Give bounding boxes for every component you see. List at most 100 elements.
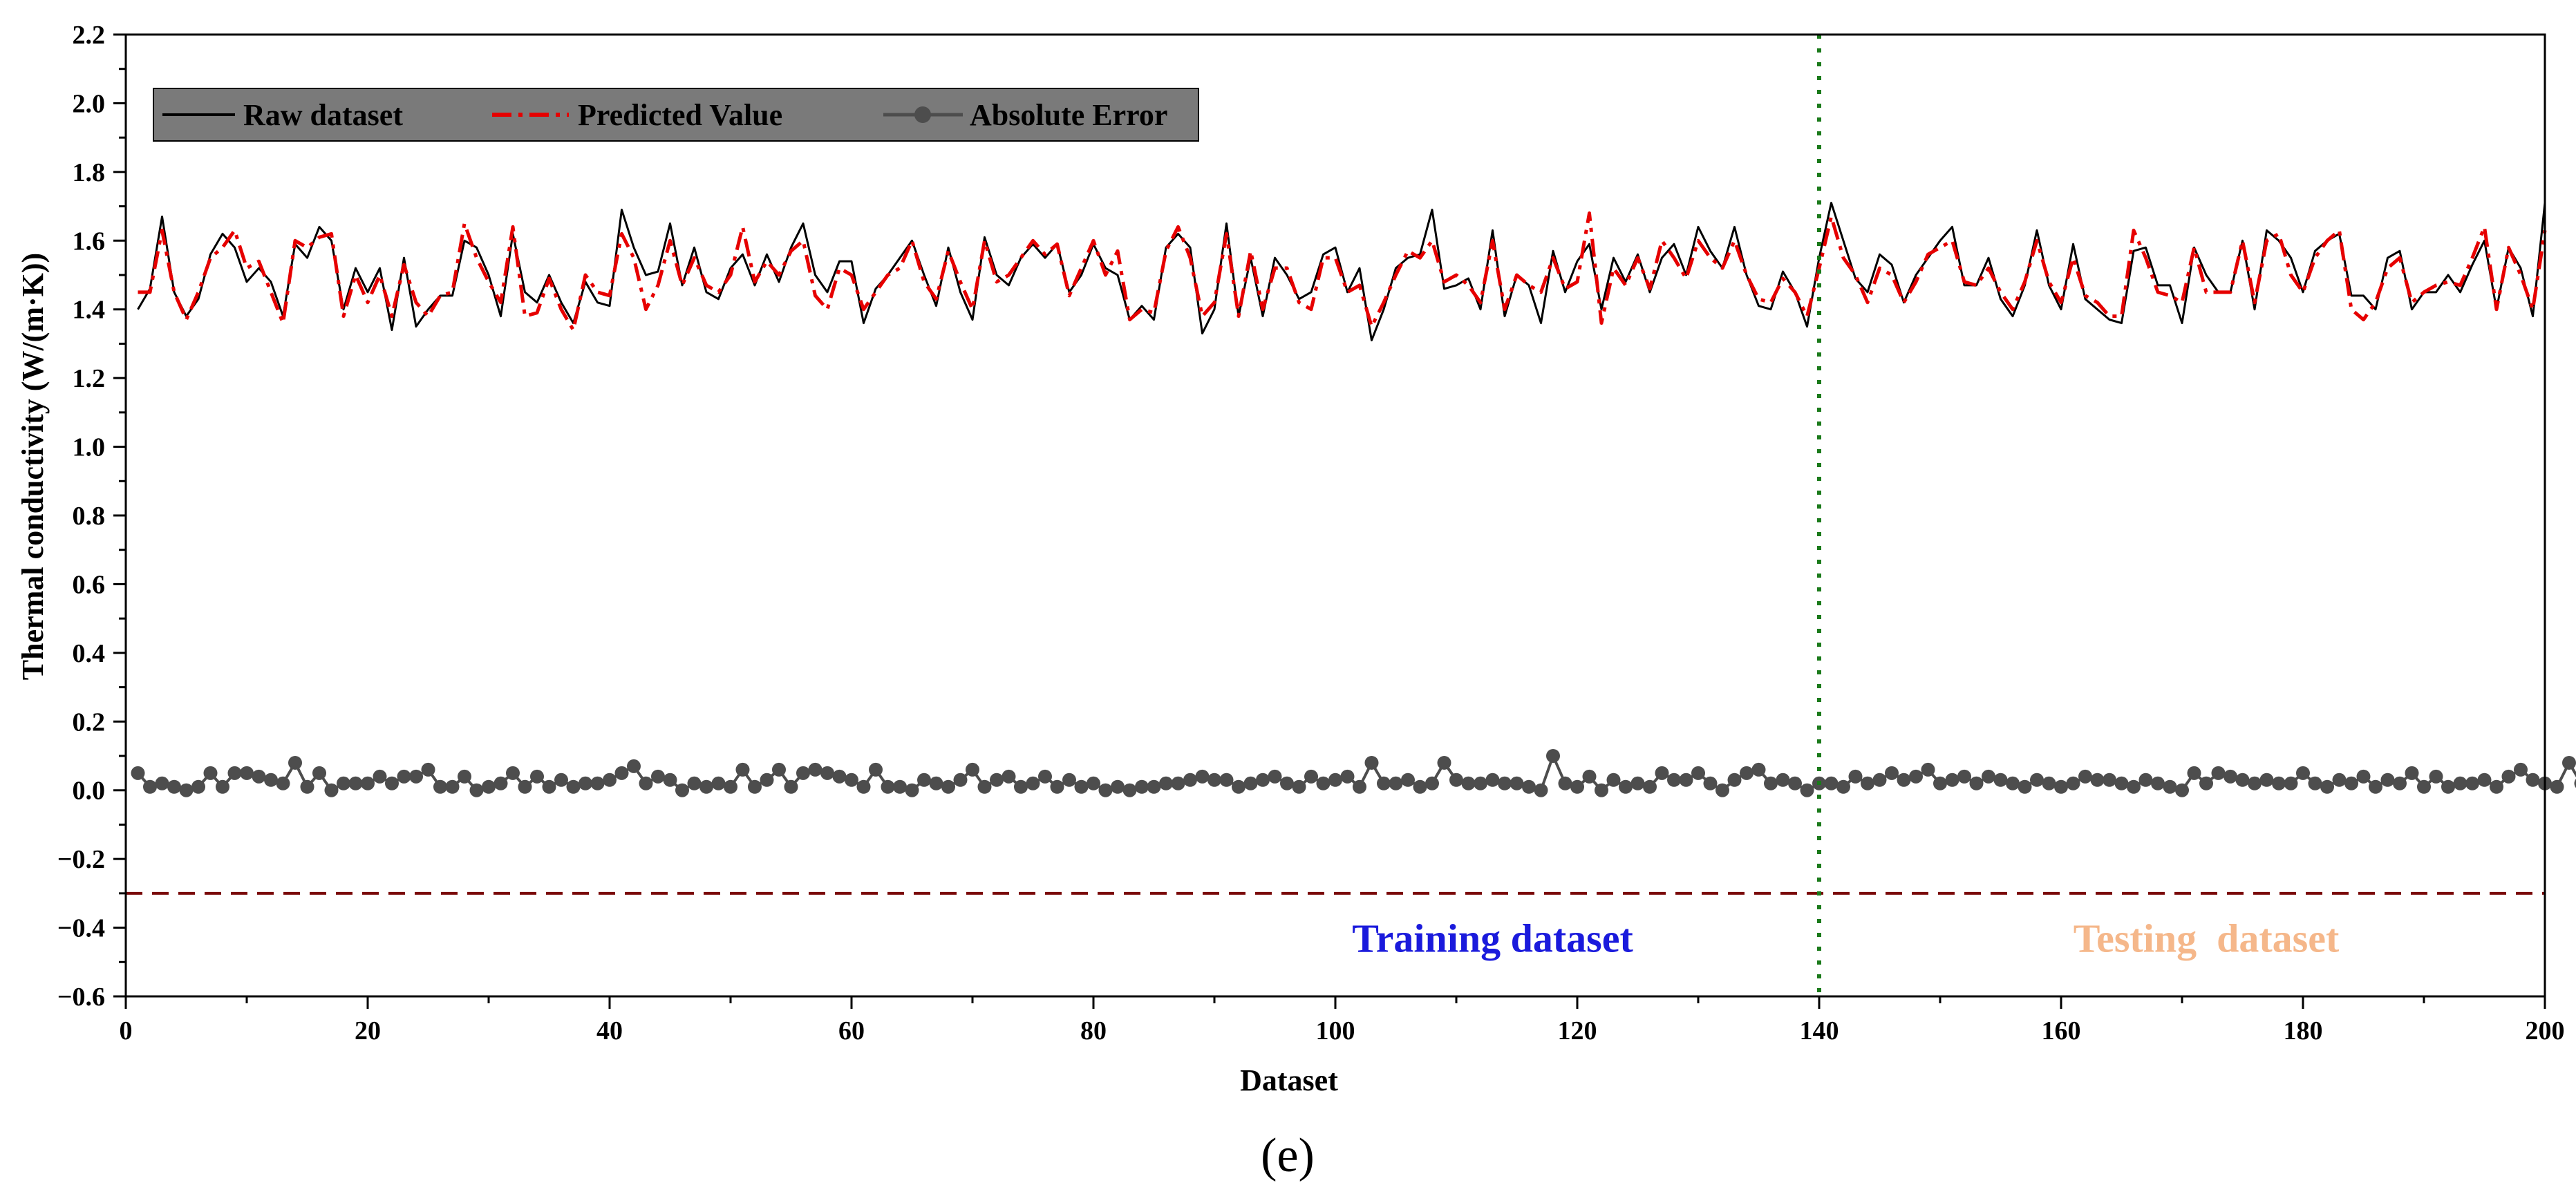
absolute-error-point xyxy=(2042,776,2056,790)
absolute-error-point xyxy=(760,773,774,787)
absolute-error-point xyxy=(2562,755,2576,770)
absolute-error-point xyxy=(445,779,460,794)
absolute-error-point xyxy=(2175,783,2189,797)
y-tick-label: 0.6 xyxy=(73,570,106,599)
y-tick-label: −0.4 xyxy=(57,914,105,943)
absolute-error-point xyxy=(348,776,363,790)
absolute-error-point xyxy=(1087,776,1100,790)
absolute-error-point xyxy=(252,769,266,784)
absolute-error-point xyxy=(2465,776,2479,790)
absolute-error-point xyxy=(1377,776,1391,790)
absolute-error-point xyxy=(1619,779,1633,794)
x-tick-label: 120 xyxy=(1558,1016,1597,1045)
absolute-error-point xyxy=(869,762,883,777)
absolute-error-point xyxy=(1957,769,1971,784)
absolute-error-point xyxy=(1328,773,1342,787)
absolute-error-point xyxy=(1243,776,1258,790)
absolute-error-point xyxy=(2103,773,2116,787)
axes-layer: 0 20 40 60 80 100 120 140 160 180 200 −0.6 −0.4 −0.2 0… xyxy=(57,21,2565,1045)
absolute-error-point xyxy=(845,773,858,787)
absolute-error-point xyxy=(2090,773,2105,787)
absolute-error-point xyxy=(579,776,592,790)
absolute-error-point xyxy=(2138,773,2153,787)
absolute-error-point xyxy=(1316,776,1331,790)
absolute-error-point xyxy=(1207,773,1221,787)
absolute-error-point xyxy=(1074,779,1089,794)
y-axis-title: Thermal conductivity (W/(m·K)) xyxy=(16,253,50,680)
absolute-error-point xyxy=(131,766,145,780)
legend-marker-absolute-error xyxy=(914,106,931,123)
absolute-error-point xyxy=(808,762,822,777)
absolute-error-point xyxy=(1485,773,1500,787)
absolute-error-point xyxy=(2211,766,2226,780)
absolute-error-point xyxy=(1595,783,1608,797)
y-tick-label: 1.6 xyxy=(73,227,106,256)
absolute-error-point xyxy=(1643,779,1657,794)
absolute-error-point xyxy=(2054,779,2068,794)
x-tick-label: 40 xyxy=(596,1016,623,1045)
absolute-error-point xyxy=(1449,773,1463,787)
absolute-error-point xyxy=(1292,779,1306,794)
absolute-error-point xyxy=(530,769,544,784)
absolute-error-point xyxy=(1122,783,1137,797)
absolute-error-point xyxy=(1667,773,1681,787)
absolute-error-point xyxy=(2284,776,2298,790)
absolute-error-point xyxy=(2380,773,2395,787)
absolute-error-point xyxy=(1425,776,1439,790)
absolute-error-point xyxy=(1401,773,1415,787)
x-tick-label: 80 xyxy=(1080,1016,1107,1045)
absolute-error-point xyxy=(554,773,568,787)
x-tick-label: 60 xyxy=(838,1016,865,1045)
absolute-error-point xyxy=(276,776,290,790)
legend-box xyxy=(153,88,1199,142)
absolute-error-point xyxy=(482,779,496,794)
y-tick-label: 1.8 xyxy=(73,158,106,187)
absolute-error-point xyxy=(2272,776,2286,790)
absolute-error-point xyxy=(2114,776,2129,790)
x-tick-label: 100 xyxy=(1316,1016,1355,1045)
absolute-error-point xyxy=(1715,783,1729,797)
absolute-error-point xyxy=(1558,776,1572,790)
y-tick-label: −0.2 xyxy=(57,845,105,874)
x-tick-label: 200 xyxy=(2526,1016,2565,1045)
annotation-layer xyxy=(126,35,2545,996)
absolute-error-point xyxy=(1848,769,1863,784)
series-line-predicted-value xyxy=(138,211,2547,332)
absolute-error-point xyxy=(2526,773,2540,787)
absolute-error-point xyxy=(1534,783,1548,797)
absolute-error-point xyxy=(227,766,242,780)
absolute-error-point xyxy=(373,769,387,784)
absolute-error-point xyxy=(1606,773,1621,787)
absolute-error-point xyxy=(542,779,556,794)
absolute-error-point xyxy=(627,759,641,773)
absolute-error-point xyxy=(953,773,968,787)
absolute-error-point xyxy=(1969,776,1984,790)
absolute-error-point xyxy=(264,773,278,787)
absolute-error-point xyxy=(1340,769,1355,784)
absolute-error-point xyxy=(639,776,653,790)
absolute-error-point xyxy=(1921,762,1935,777)
absolute-error-point xyxy=(699,779,713,794)
absolute-error-point xyxy=(143,779,157,794)
absolute-error-point xyxy=(1353,779,1366,794)
legend-label-absolute-error: Absolute Error xyxy=(970,98,1167,132)
x-tick-label: 0 xyxy=(120,1016,133,1045)
absolute-error-point xyxy=(1413,779,1427,794)
absolute-error-point xyxy=(1993,773,2008,787)
absolute-error-point xyxy=(2574,779,2576,788)
absolute-error-point xyxy=(1776,773,1790,787)
absolute-error-point xyxy=(687,776,702,790)
absolute-error-point xyxy=(2224,769,2237,784)
absolute-error-point xyxy=(1703,776,1718,790)
absolute-error-point xyxy=(506,766,520,780)
absolute-error-point xyxy=(724,779,737,794)
absolute-error-point xyxy=(1062,773,1076,787)
absolute-error-point xyxy=(1026,776,1040,790)
absolute-error-point xyxy=(651,769,665,784)
absolute-error-point xyxy=(881,779,895,794)
absolute-error-point xyxy=(518,779,532,794)
absolute-error-point xyxy=(1256,773,1270,787)
absolute-error-point xyxy=(2490,779,2503,794)
absolute-error-point xyxy=(385,776,399,790)
